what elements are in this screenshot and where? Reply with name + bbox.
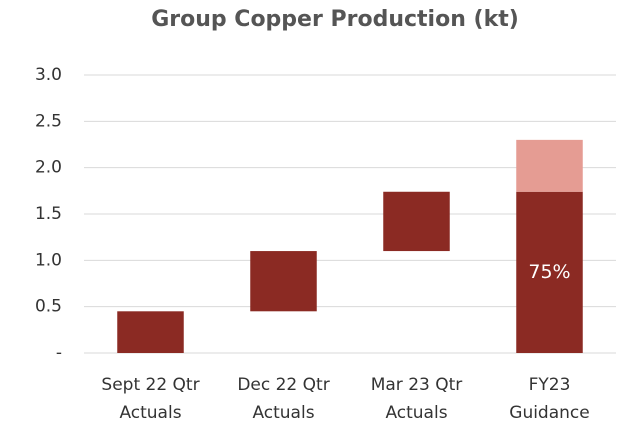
x-tick-label: Dec 22 Qtr [237, 375, 329, 395]
bar [117, 311, 184, 353]
chart-title: Group Copper Production (kt) [151, 7, 519, 32]
y-tick-label: 1.5 [35, 204, 62, 224]
y-tick-label: 2.5 [35, 111, 62, 131]
x-tick-label: FY23 [529, 375, 571, 395]
annotation: 75% [528, 261, 570, 283]
y-tick-label: - [56, 343, 62, 363]
bar [383, 191, 450, 252]
y-tick-label: 2.0 [35, 158, 62, 178]
bar [516, 191, 583, 353]
y-tick-label: 3.0 [35, 65, 62, 85]
bar [250, 251, 317, 312]
x-tick-label: Actuals [119, 403, 181, 423]
x-tick-label: Sept 22 Qtr [101, 375, 199, 395]
x-tick-label: Actuals [385, 403, 447, 423]
y-tick-label: 0.5 [35, 297, 62, 317]
x-tick-label: Guidance [509, 403, 589, 423]
y-tick-label: 1.0 [35, 250, 62, 270]
x-tick-label: Actuals [252, 403, 314, 423]
bar [516, 139, 583, 192]
x-tick-label: Mar 23 Qtr [371, 375, 463, 395]
